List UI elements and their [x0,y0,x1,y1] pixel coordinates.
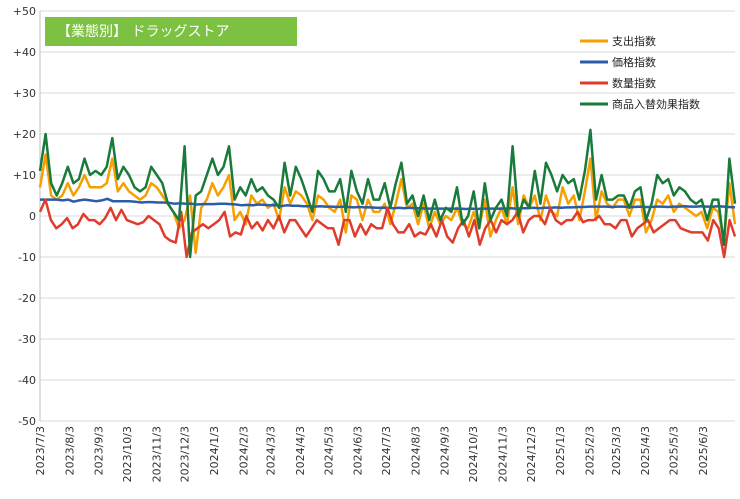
legend-label: 価格指数 [612,55,656,69]
x-tick-label: 2024/3/3 [265,426,278,475]
series-line [38,153,737,255]
x-tick-label: 2025/6/3 [697,426,710,475]
y-tick-label: 0 [29,210,36,223]
x-tick-label: 2025/3/3 [610,426,623,475]
y-tick-label: +10 [13,169,36,182]
y-axis: +50 +40 +30 +20 +10 0 -10 -20 -30 -40 -50 [13,5,41,428]
x-tick-label: 2024/1/3 [208,426,221,475]
series-line [38,198,737,259]
x-tick-label: 2023/8/3 [63,426,76,475]
series-line [38,128,737,259]
y-tick-label: -50 [18,415,36,428]
chart-title: 【業態別】 ドラッグストア [45,17,297,46]
y-tick-label: -20 [18,292,36,305]
x-tick-label: 2025/5/3 [668,426,681,475]
y-tick-label: +50 [13,5,36,18]
x-tick-label: 2025/2/3 [583,426,596,475]
y-tick-label: -40 [18,374,36,387]
x-tick-label: 2024/12/3 [525,426,538,482]
x-tick-label: 2024/7/3 [380,426,393,475]
chart-title-text: 【業態別】 ドラッグストア [57,24,229,40]
x-tick-label: 2023/7/3 [34,426,47,475]
x-tick-label: 2024/8/3 [409,426,422,475]
y-tick-label: +40 [13,46,36,59]
x-tick-label: 2023/12/3 [179,426,192,482]
legend-label: 数量指数 [612,76,656,90]
x-tick-label: 2024/9/3 [439,426,452,475]
x-tick-label: 2024/6/3 [352,426,365,475]
x-tick-label: 2024/4/3 [294,426,307,475]
legend-label: 商品入替効果指数 [612,97,700,111]
x-tick-label: 2023/9/3 [93,426,106,475]
x-tick-label: 2025/1/3 [554,426,567,475]
legend-label: 支出指数 [612,34,656,48]
x-tick-label: 2025/4/3 [639,426,652,475]
y-tick-label: +20 [13,128,36,141]
title-background [45,17,297,46]
y-tick-label: +30 [13,87,36,100]
x-tick-label: 2024/5/3 [322,426,335,475]
x-tick-label: 2024/11/3 [496,426,509,482]
x-axis: 2023/7/3 2023/8/3 2023/9/3 2023/10/3 2023/11… [34,426,710,482]
x-tick-label: 2023/11/3 [150,426,163,482]
series-lines [38,128,737,259]
y-tick-label: -10 [18,251,36,264]
x-tick-label: 2023/10/3 [121,426,134,482]
x-tick-label: 2024/2/3 [237,426,250,475]
y-tick-label: -30 [18,333,36,346]
x-tick-label: 2024/10/3 [467,426,480,482]
